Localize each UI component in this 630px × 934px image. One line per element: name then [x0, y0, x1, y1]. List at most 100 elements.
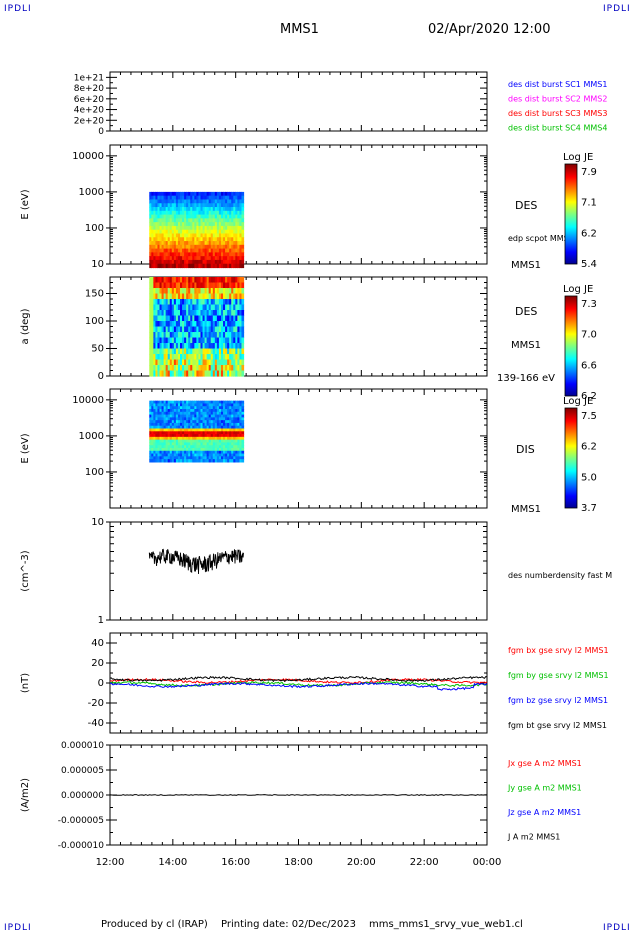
des-energy-spectrogram-cell	[220, 244, 224, 250]
dis-energy-spectrogram-cell	[204, 445, 208, 449]
des-energy-spectrogram-cell	[157, 237, 161, 242]
des-pitch-spectrogram-cell	[241, 299, 245, 306]
des-pitch-spectrogram-cell	[151, 277, 154, 284]
des-pitch-spectrogram-cell	[218, 293, 222, 300]
des-pitch-spectrogram-cell	[175, 337, 179, 344]
des-pitch-spectrogram-cell	[190, 370, 193, 377]
des-pitch-spectrogram-cell	[171, 299, 175, 306]
dis-energy-spectrogram-cell	[163, 439, 167, 444]
des-energy-spectrogram-cell	[218, 207, 222, 212]
dis-energy-spectrogram-cell	[165, 447, 169, 452]
dis-energy-spectrogram-cell	[159, 450, 163, 455]
dis-energy-spectrogram-cell	[237, 434, 241, 438]
des-pitch-spectrogram-cell	[239, 321, 243, 328]
des-energy-spectrogram-cell	[208, 225, 212, 231]
dis-energy-spectrogram-cell	[210, 450, 214, 455]
des-energy-spectrogram-cell	[214, 225, 218, 231]
des-energy-spectrogram-cell	[184, 252, 187, 257]
dis-energy-spectrogram-cell	[220, 400, 224, 405]
des-energy-spectrogram-cell	[231, 222, 234, 227]
des-energy-spectrogram-cell	[167, 195, 171, 201]
des-energy-spectrogram-cell	[231, 248, 234, 253]
des-pitch-spectrogram-cell	[198, 365, 202, 372]
des-energy-spectrogram-cell	[159, 225, 163, 231]
des-energy-spectrogram-cell	[184, 225, 187, 231]
des-pitch-spectrogram-cell	[227, 370, 230, 377]
dis-energy-spectrogram-cell	[214, 447, 218, 452]
dis-energy-spectrogram-cell	[192, 428, 195, 432]
des-energy-spectrogram-cell	[235, 225, 238, 231]
dis-energy-spectrogram-cell	[184, 406, 187, 410]
dis-energy-spectrogram-cell	[149, 436, 152, 441]
des-energy-spectrogram-cell	[171, 237, 175, 242]
dis-energy-spectrogram-cell	[218, 409, 222, 413]
des-energy-spectrogram-cell	[204, 263, 208, 269]
des-pitch-spectrogram-cell	[206, 365, 210, 372]
des-pitch-spectrogram-cell	[159, 288, 163, 295]
des-pitch-spectrogram-cell	[202, 288, 206, 295]
dis-energy-spectrogram-cell	[204, 439, 208, 444]
des-energy-ytick-label: 10	[91, 259, 104, 270]
des-pitch-spectrogram-cell	[225, 326, 228, 333]
des-pitch-spectrogram-cell	[173, 293, 177, 300]
des-energy-spectrogram-cell	[184, 218, 187, 223]
des-pitch-spectrogram-cell	[208, 304, 212, 311]
dis-energy-spectrogram-cell	[167, 409, 171, 413]
dis-energy-spectrogram-cell	[202, 456, 206, 460]
des-energy-spectrogram-cell	[216, 222, 220, 227]
des-energy-spectrogram-cell	[163, 222, 167, 227]
des-pitch-spectrogram-cell	[233, 282, 236, 289]
des-pitch-spectrogram-cell	[241, 348, 245, 355]
des-energy-spectrogram-cell	[208, 210, 212, 216]
des-pitch-spectrogram-cell	[200, 321, 204, 328]
des-energy-spectrogram-cell	[188, 210, 191, 216]
dis-energy-spectrogram-cell	[214, 431, 218, 435]
des-energy-spectrogram-cell	[237, 229, 241, 235]
dis-energy-spectrogram-cell	[227, 439, 230, 444]
dis-energy-spectrogram-cell	[173, 456, 177, 460]
dis-energy-spectrogram-cell	[194, 417, 197, 421]
des-energy-spectrogram-cell	[157, 222, 161, 227]
dis-energy-spectrogram-cell	[175, 436, 179, 441]
des-energy-spectrogram-cell	[169, 229, 173, 235]
des-energy-spectrogram-cell	[231, 225, 234, 231]
dis-energy-spectrogram-cell	[214, 400, 218, 405]
des-energy-spectrogram-cell	[237, 218, 241, 223]
des-energy-spectrogram-cell	[218, 229, 222, 235]
des-pitch-spectrogram-cell	[198, 370, 202, 377]
des-energy-spectrogram-cell	[192, 214, 195, 219]
des-energy-spectrogram-cell	[218, 203, 222, 208]
des-pitch-spectrogram-cell	[210, 288, 214, 295]
des-pitch-spectrogram-cell	[241, 337, 245, 344]
dis-energy-spectrogram-cell	[186, 406, 189, 410]
dis-energy-spectrogram-cell	[212, 414, 216, 418]
dis-energy-spectrogram-cell	[184, 436, 187, 441]
des-pitch-spectrogram-cell	[227, 282, 230, 289]
des-energy-spectrogram-cell	[239, 195, 243, 201]
dis-energy-spectrogram-cell	[206, 420, 210, 424]
dis-energy-spectrogram-cell	[171, 456, 175, 460]
dis-energy-spectrogram-cell	[157, 434, 161, 438]
des-energy-spectrogram-cell	[194, 214, 197, 219]
dis-energy-spectrogram-cell	[171, 442, 175, 446]
dis-energy-spectrogram-cell	[155, 450, 159, 455]
des-pitch-spectrogram-cell	[196, 293, 200, 300]
dis-energy-spectrogram-cell	[180, 406, 183, 410]
dis-energy-spectrogram-cell	[206, 411, 210, 416]
des-energy-spectrogram-cell	[155, 218, 159, 223]
des-energy-spectrogram-cell	[237, 222, 241, 227]
dis-energy-spectrogram-cell	[216, 439, 220, 444]
des-energy-spectrogram-cell	[165, 229, 169, 235]
des-energy-spectrogram-cell	[227, 207, 230, 212]
des-pitch-spectrogram-cell	[223, 321, 226, 328]
des-pitch-spectrogram-cell	[153, 288, 157, 295]
des-pitch-spectrogram-cell	[157, 359, 161, 366]
dis-energy-spectrogram-cell	[190, 445, 193, 449]
dis-energy-spectrogram-cell	[159, 456, 163, 460]
dis-energy-spectrogram-cell	[186, 434, 189, 438]
des-pitch-spectrogram-cell	[196, 365, 200, 372]
des-pitch-spectrogram-cell	[177, 370, 181, 377]
des-energy-spectrogram-cell	[149, 229, 152, 235]
dis-energy-spectrogram-cell	[235, 428, 238, 432]
des-pitch-spectrogram-cell	[225, 282, 228, 289]
